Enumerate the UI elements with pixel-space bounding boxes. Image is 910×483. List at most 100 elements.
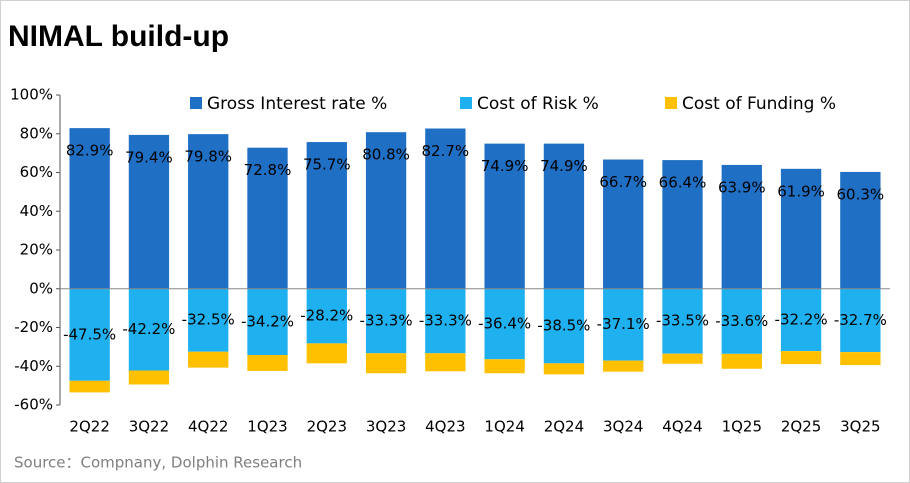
- chart-title: NIMAL build-up: [8, 20, 229, 53]
- y-tick-label: 80%: [20, 124, 53, 142]
- bar: [721, 288, 762, 354]
- bar: [662, 288, 703, 354]
- data-label: -32.7%: [834, 311, 887, 329]
- bar: [69, 380, 110, 393]
- x-tick-label: 3Q24: [603, 418, 643, 436]
- bar: [69, 128, 110, 289]
- x-tick-label: 2Q22: [69, 418, 109, 436]
- bar: [484, 359, 525, 374]
- data-label: -42.2%: [122, 320, 175, 338]
- bar: [603, 288, 644, 361]
- bar: [247, 147, 288, 289]
- data-label: 74.9%: [540, 157, 588, 175]
- legend-swatch: [460, 97, 472, 109]
- y-tick-label: 20%: [20, 241, 53, 259]
- data-label: 74.9%: [481, 157, 529, 175]
- bar: [543, 363, 585, 375]
- y-tick-label: 100%: [10, 86, 53, 104]
- data-label: -36.4%: [478, 315, 531, 333]
- data-label: 60.3%: [837, 185, 885, 203]
- bar: [840, 352, 881, 366]
- legend-label: Cost of Risk %: [477, 94, 599, 114]
- bar: [603, 159, 644, 289]
- bar: [128, 370, 170, 385]
- bar: [721, 164, 762, 289]
- bar: [69, 288, 110, 381]
- data-label: -38.5%: [537, 317, 590, 335]
- bar: [365, 288, 407, 354]
- bar: [780, 288, 822, 352]
- bar: [365, 132, 407, 289]
- x-tick-label: 4Q23: [425, 418, 465, 436]
- legend-label: Gross Interest rate %: [207, 94, 387, 114]
- legend-label: Cost of Funding %: [682, 94, 836, 114]
- data-label: 79.4%: [125, 148, 173, 166]
- x-tick-label: 2Q25: [781, 418, 821, 436]
- bar: [425, 288, 466, 354]
- bar: [425, 353, 466, 372]
- x-tick-label: 3Q25: [840, 418, 880, 436]
- data-label: -28.2%: [300, 307, 353, 325]
- data-label: 82.9%: [66, 142, 114, 160]
- bar: [484, 288, 525, 360]
- bar: [306, 288, 347, 344]
- y-tick-label: -20%: [14, 318, 53, 336]
- x-tick-label: 4Q24: [662, 418, 702, 436]
- bar: [780, 351, 822, 365]
- data-label: -37.1%: [597, 315, 650, 333]
- data-label: -32.5%: [182, 311, 235, 329]
- y-tick-label: -60%: [14, 396, 53, 414]
- bar: [306, 142, 347, 289]
- x-tick-label: 1Q25: [722, 418, 762, 436]
- x-tick-label: 1Q23: [247, 418, 287, 436]
- bar: [662, 353, 703, 364]
- bar: [306, 343, 347, 364]
- data-label: 82.7%: [422, 142, 470, 160]
- bar: [484, 143, 525, 289]
- data-label: -33.3%: [419, 312, 472, 330]
- data-label: 72.8%: [244, 161, 292, 179]
- legend-swatch: [190, 97, 202, 109]
- bar: [840, 288, 881, 353]
- y-tick-label: -40%: [14, 357, 53, 375]
- bar: [840, 171, 881, 289]
- data-label: 75.7%: [303, 156, 351, 174]
- bar: [603, 360, 644, 372]
- bar: [365, 353, 407, 374]
- bar: [543, 288, 585, 364]
- bar: [188, 134, 229, 289]
- y-tick-label: 0%: [29, 279, 53, 297]
- y-tick-label: 60%: [20, 163, 53, 181]
- x-tick-label: 4Q22: [188, 418, 228, 436]
- x-tick-label: 2Q23: [307, 418, 347, 436]
- data-label: -47.5%: [63, 325, 116, 343]
- data-label: 61.9%: [777, 182, 825, 200]
- x-tick-label: 3Q22: [129, 418, 169, 436]
- data-label: -32.2%: [775, 310, 828, 328]
- bar: [247, 288, 288, 356]
- bar: [188, 351, 229, 368]
- bar: [721, 353, 762, 369]
- bar: [662, 160, 703, 289]
- data-label: 80.8%: [362, 146, 410, 164]
- data-label: 63.9%: [718, 178, 766, 196]
- bar: [128, 288, 170, 371]
- bar: [780, 168, 822, 289]
- data-label: 79.8%: [184, 148, 232, 166]
- x-tick-label: 1Q24: [484, 418, 524, 436]
- legend-swatch: [665, 97, 677, 109]
- bar: [425, 128, 466, 289]
- data-label: -34.2%: [241, 312, 294, 330]
- bar: [543, 143, 585, 289]
- bar: [128, 134, 170, 289]
- source: Source：Compnany, Dolphin Research: [14, 454, 302, 472]
- data-label: -33.5%: [656, 312, 709, 330]
- x-tick-label: 2Q24: [544, 418, 584, 436]
- x-tick-label: 3Q23: [366, 418, 406, 436]
- data-label: -33.3%: [360, 312, 413, 330]
- data-label: 66.7%: [599, 173, 647, 191]
- y-tick-label: 40%: [20, 202, 53, 220]
- bar: [188, 288, 229, 352]
- data-label: 66.4%: [659, 174, 707, 192]
